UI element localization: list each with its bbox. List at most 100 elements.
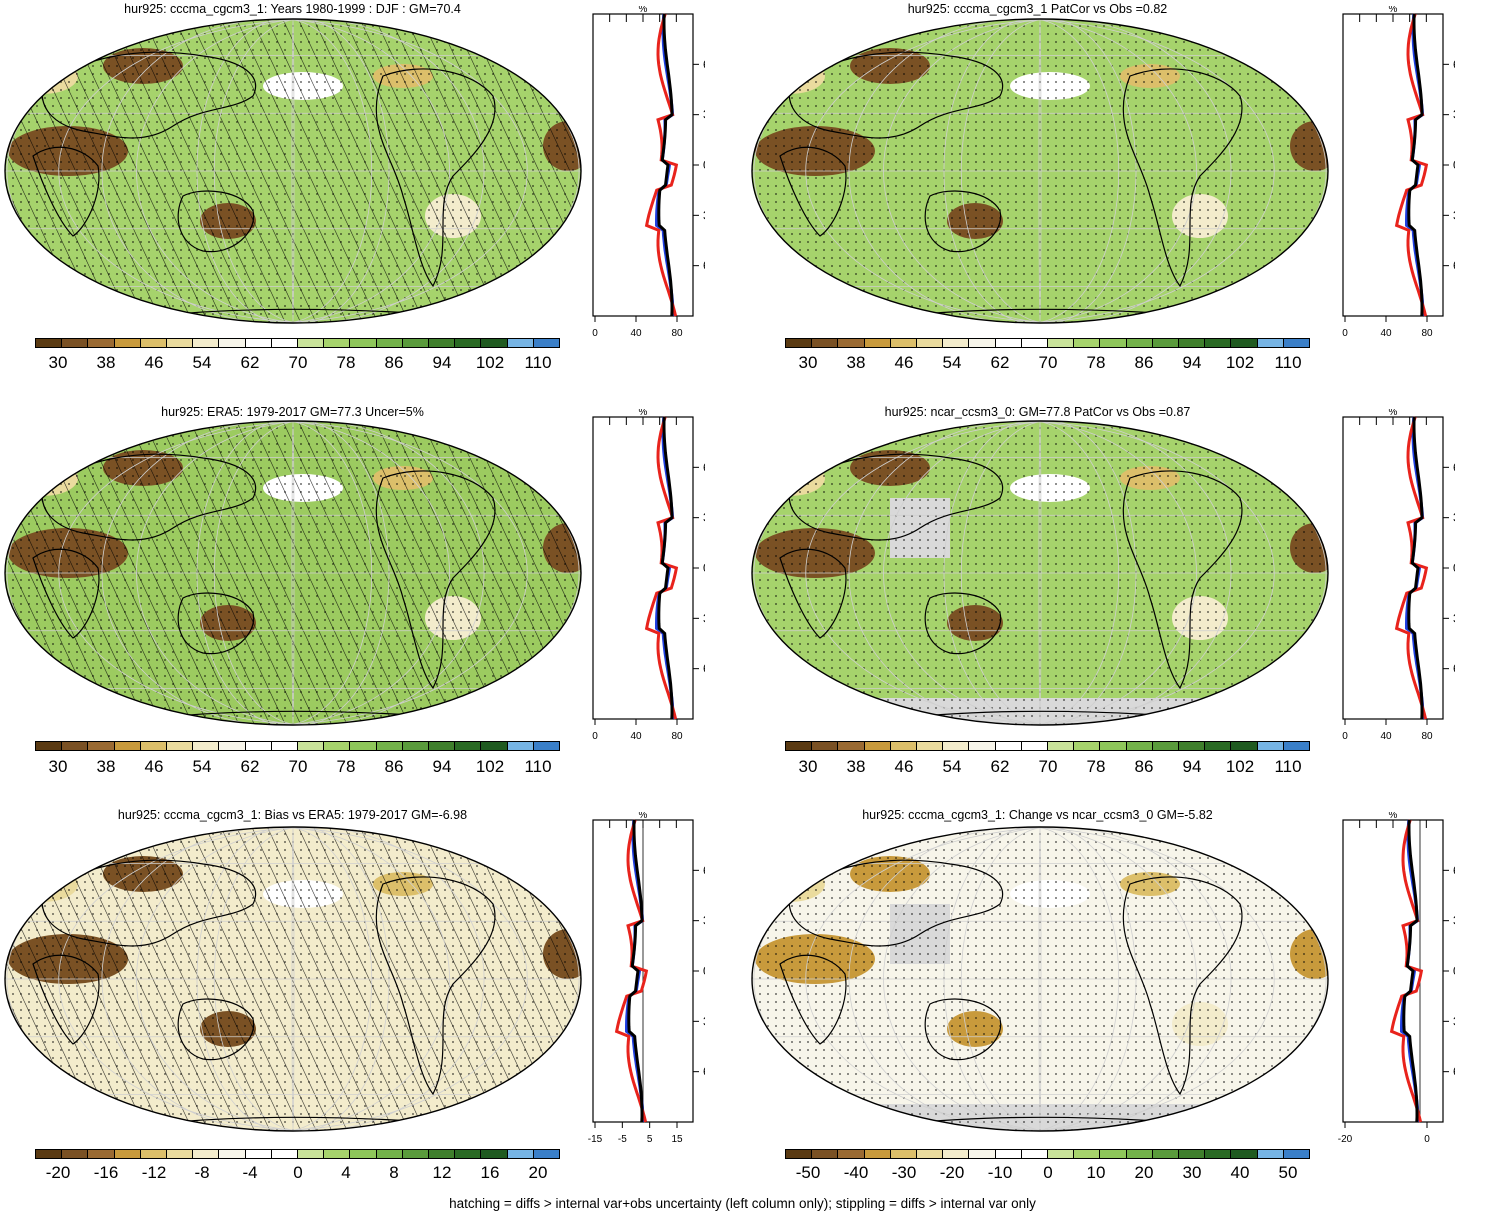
graticule-line (1038, 827, 1042, 1131)
colorbar-tick-label: 102 (475, 353, 505, 372)
colorbar-swatch (1152, 742, 1180, 750)
colorbar-swatch (1074, 339, 1101, 347)
colorbar-labels: 30 38 46 54 62 70 78 86 94 102 110 (788, 353, 1308, 373)
colorbar-tick-label: -20 (45, 1163, 71, 1182)
colorbar-swatch (1257, 339, 1284, 347)
colorbar-swatch (864, 742, 891, 750)
zonal-profile-plot: % 60N 30N 0 30S 60S -15 -5 5 15 (588, 812, 705, 1145)
graticule-line (291, 421, 295, 725)
map-border (751, 420, 1329, 726)
colorbar-tick-label: 54 (192, 757, 212, 776)
lat-tick-label: 0 (703, 158, 705, 172)
profile-x-tick-label: 0 (1342, 731, 1348, 742)
lat-tick-label: 60N (703, 863, 705, 877)
colorbar-tick-label: 30 (798, 757, 818, 776)
coastline (177, 592, 255, 655)
colorbar-swatch (1231, 339, 1258, 347)
map-robinson (4, 420, 582, 726)
panel-title: hur925: cccma_cgcm3_1: Bias vs ERA5: 197… (117, 808, 468, 822)
colorbar-swatch (838, 742, 865, 750)
colorbar-swatch (481, 742, 508, 750)
colorbar-tick-label: 30 (48, 353, 68, 372)
colorbar-swatch (271, 339, 299, 347)
graticule-line (805, 421, 1327, 725)
lat-tick-label: 60S (1453, 1065, 1455, 1079)
colorbar-tick-label: 110 (524, 757, 552, 776)
graticule-line (58, 19, 580, 323)
profile-unit-label: % (639, 6, 648, 15)
coastline (924, 592, 1002, 655)
map-border (4, 826, 582, 1132)
colorbar-swatch (969, 742, 996, 750)
lat-tick-label: 0 (1453, 964, 1455, 978)
colorbar-tick-label: 20 (1134, 1163, 1154, 1182)
graticule-line (960, 19, 1137, 323)
colorbar-swatch (245, 742, 272, 750)
lat-tick-label: 0 (1453, 561, 1455, 575)
profile-unit-label: % (1389, 812, 1398, 821)
lat-tick-label: 60S (703, 1065, 705, 1079)
colorbar-tick-label: 70 (288, 757, 308, 776)
graticule-line (753, 827, 1275, 1131)
colorbar (35, 741, 560, 751)
colorbar-tick-label: 38 (96, 757, 116, 776)
map-field (5, 19, 581, 323)
lat-tick-label: 60S (703, 259, 705, 273)
colorbar-tick-label: -50 (795, 1163, 821, 1182)
graticule-line (883, 421, 1232, 725)
colorbar-swatch (1205, 742, 1232, 750)
coastline (41, 51, 257, 139)
graticule-line (943, 827, 1120, 1131)
lat-tick-label: 30S (1453, 1014, 1455, 1028)
colorbar-swatch (507, 339, 534, 347)
colorbar-swatch (1100, 742, 1127, 750)
profile-x-tick-label: 0 (592, 328, 598, 339)
colorbar-swatch (917, 1150, 944, 1158)
graticule-line (196, 19, 373, 323)
colorbar-swatch (1126, 339, 1153, 347)
colorbar-swatch (1283, 1150, 1310, 1158)
colorbar-swatch (245, 339, 272, 347)
colorbar-swatch (864, 339, 891, 347)
colorbar-swatch (455, 1150, 482, 1158)
profile-frame (1342, 416, 1444, 720)
graticule-line (136, 19, 485, 323)
graticule-line (883, 827, 1232, 1131)
colorbar-swatch (167, 742, 194, 750)
colorbar-tick-label: 86 (1134, 757, 1154, 776)
graticule-line (136, 421, 485, 725)
coastline (375, 876, 496, 1096)
colorbar-tick-label: 94 (432, 757, 452, 776)
profile-frame (1342, 819, 1444, 1123)
colorbar-swatch (1152, 339, 1180, 347)
colorbar-swatch (298, 742, 325, 750)
profile-x-tick-label: 0 (1342, 328, 1348, 339)
colorbar-swatch (812, 339, 839, 347)
graticule-line (1038, 19, 1042, 323)
colorbar-tick-label: 70 (1038, 353, 1058, 372)
profile-line-black (1402, 819, 1419, 1123)
coastline (788, 453, 1004, 541)
colorbar-tick-label: 50 (1278, 1163, 1298, 1182)
coastline (41, 859, 257, 947)
colorbar-tick-label: 62 (240, 353, 260, 372)
colorbar-swatch (786, 339, 813, 347)
colorbar-swatch (969, 339, 996, 347)
coastline (788, 859, 1004, 947)
colorbar-tick-label: 8 (389, 1163, 399, 1182)
profile-x-tick-label: -15 (588, 1134, 603, 1145)
coastline (177, 190, 255, 253)
zonal-profile-plot: % 60N 30N 0 30S 60S 0 40 80 (1342, 6, 1455, 339)
colorbar-labels: 30 38 46 54 62 70 78 86 94 102 110 (38, 757, 558, 777)
profile-x-tick-label: 0 (1424, 1134, 1430, 1145)
colorbar-swatch (455, 339, 482, 347)
colorbar-tick-label: -4 (242, 1163, 258, 1182)
colorbar-swatch (1100, 339, 1127, 347)
colorbar-swatch (1126, 742, 1153, 750)
coastline (177, 998, 255, 1061)
colorbar-tick-label: 86 (384, 757, 404, 776)
colorbar-swatch (890, 1150, 918, 1158)
colorbar-swatch (167, 339, 194, 347)
map-robinson (751, 420, 1329, 726)
profile-x-tick-label: 40 (630, 328, 642, 339)
